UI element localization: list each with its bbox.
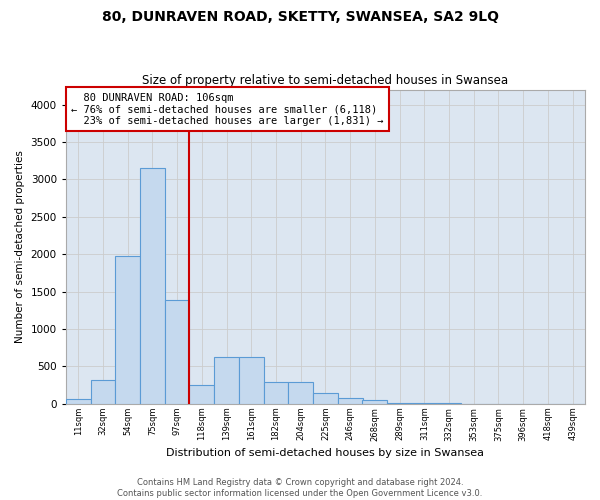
Bar [115,256,140,404]
Bar [387,403,412,404]
Bar [313,394,338,404]
Bar [239,357,263,404]
Bar [338,398,362,404]
Bar [140,168,165,404]
Bar [66,400,91,404]
Text: Contains HM Land Registry data © Crown copyright and database right 2024.
Contai: Contains HM Land Registry data © Crown c… [118,478,482,498]
Text: 80, DUNRAVEN ROAD, SKETTY, SWANSEA, SA2 9LQ: 80, DUNRAVEN ROAD, SKETTY, SWANSEA, SA2 … [101,10,499,24]
Bar [190,385,214,404]
Bar [91,380,115,404]
X-axis label: Distribution of semi-detached houses by size in Swansea: Distribution of semi-detached houses by … [166,448,484,458]
Bar [289,382,313,404]
Bar [263,382,289,404]
Text: 80 DUNRAVEN ROAD: 106sqm
← 76% of semi-detached houses are smaller (6,118)
  23%: 80 DUNRAVEN ROAD: 106sqm ← 76% of semi-d… [71,92,383,126]
Bar [412,403,437,404]
Bar [362,400,387,404]
Title: Size of property relative to semi-detached houses in Swansea: Size of property relative to semi-detach… [142,74,508,87]
Y-axis label: Number of semi-detached properties: Number of semi-detached properties [15,150,25,343]
Bar [165,300,190,404]
Bar [214,357,239,404]
Bar [437,403,461,404]
